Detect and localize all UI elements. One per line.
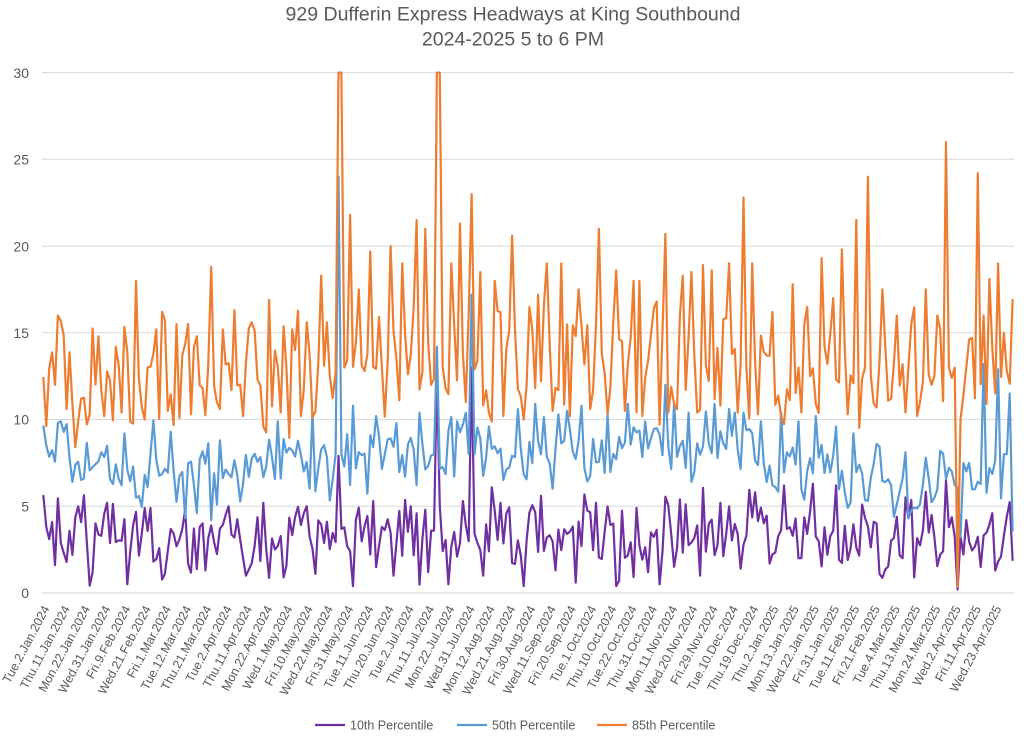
- svg-text:85th Percentile: 85th Percentile: [632, 719, 715, 733]
- svg-text:5: 5: [21, 499, 29, 515]
- svg-text:20: 20: [13, 238, 29, 254]
- svg-text:30: 30: [13, 65, 29, 81]
- svg-text:10: 10: [13, 412, 29, 428]
- svg-text:0: 0: [21, 585, 29, 601]
- svg-text:15: 15: [13, 325, 29, 341]
- svg-text:2024-2025 5 to 6 PM: 2024-2025 5 to 6 PM: [422, 29, 604, 51]
- svg-text:50th Percentile: 50th Percentile: [492, 719, 575, 733]
- svg-text:929 Dufferin Express Headways: 929 Dufferin Express Headways at King So…: [286, 4, 741, 26]
- svg-text:10th Percentile: 10th Percentile: [350, 719, 433, 733]
- svg-text:25: 25: [13, 152, 29, 168]
